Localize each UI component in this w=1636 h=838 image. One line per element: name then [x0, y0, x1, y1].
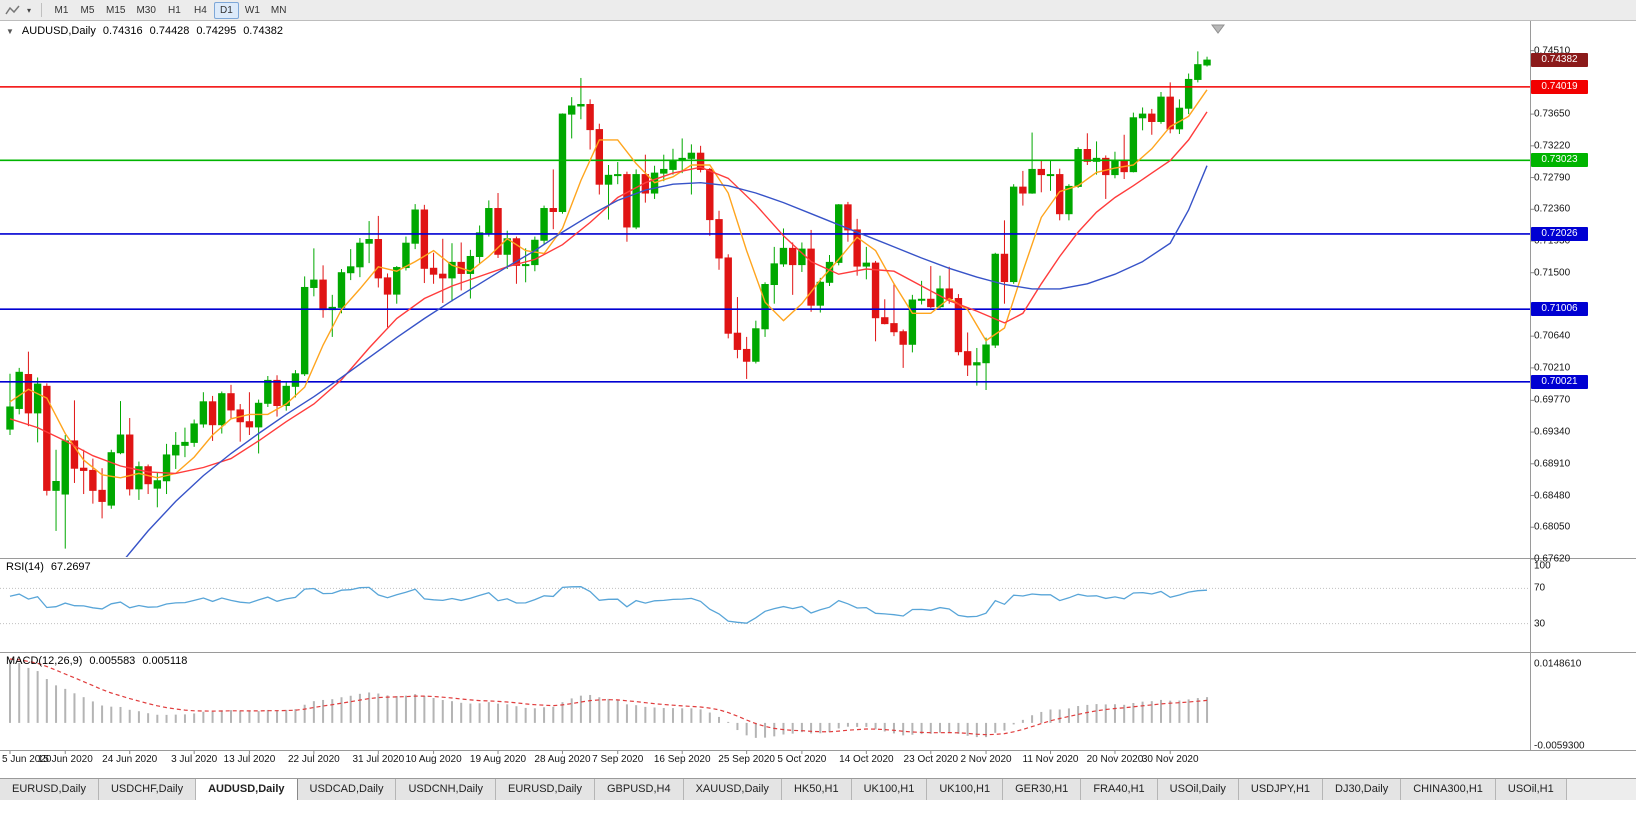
timeframe-button-MN[interactable]: MN: [266, 2, 292, 19]
chart-tab-USDCHF,Daily[interactable]: USDCHF,Daily: [98, 779, 197, 800]
chart-tab-USDCAD,Daily[interactable]: USDCAD,Daily: [297, 779, 397, 800]
ma-slow-line: [125, 165, 1208, 557]
timeframe-button-H1[interactable]: H1: [162, 2, 187, 19]
rsi-header: RSI(14) 67.2697: [6, 561, 91, 573]
timeframe-button-W1[interactable]: W1: [240, 2, 265, 19]
macd-signal-line: [9, 658, 1208, 736]
chart-header: ▼ AUDUSD,Daily 0.74316 0.74428 0.74295 0…: [6, 25, 283, 37]
timeframe-toolbar: ▾ M1 M5 M15 M30 H1 H4 D1 W1 MN: [0, 0, 1636, 21]
ohlc-low: 0.74295: [196, 25, 237, 37]
chart-shift-marker[interactable]: [1211, 24, 1225, 34]
chart-tab-DJ30,Daily[interactable]: DJ30,Daily: [1323, 779, 1402, 800]
timeframe-button-M1[interactable]: M1: [49, 2, 74, 19]
chart-tab-EURUSD,Daily[interactable]: EURUSD,Daily: [496, 779, 595, 800]
timeframe-buttons: M1 M5 M15 M30 H1 H4 D1 W1 MN: [49, 1, 292, 19]
chart-tab-CHINA300,H1[interactable]: CHINA300,H1: [1401, 779, 1496, 800]
macd-main-value: 0.005583: [89, 655, 136, 667]
macd-signal-value: 0.005118: [142, 655, 188, 667]
macd-title: MACD(12,26,9): [6, 655, 83, 667]
timeframe-button-H4[interactable]: H4: [188, 2, 213, 19]
toolbar-separator: [41, 3, 42, 17]
chart-tab-AUDUSD,Daily[interactable]: AUDUSD,Daily: [196, 779, 298, 800]
ohlc-close: 0.74382: [243, 25, 283, 37]
ma-mid-line: [9, 111, 1208, 475]
dropdown-arrow-icon[interactable]: ▾: [26, 5, 31, 15]
timeframe-button-M30[interactable]: M30: [131, 2, 160, 19]
status-area: [0, 800, 1636, 838]
ma-fast-line: [9, 89, 1208, 479]
timeframe-button-D1[interactable]: D1: [213, 1, 239, 19]
rsi-title: RSI(14): [6, 561, 44, 573]
timeframe-button-M15[interactable]: M15: [101, 2, 130, 19]
collapse-arrow-icon[interactable]: ▼: [6, 26, 14, 36]
chart-canvas[interactable]: [0, 0, 1636, 776]
chart-tab-EURUSD,Daily[interactable]: EURUSD,Daily: [0, 779, 99, 800]
chart-tab-GER30,H1[interactable]: GER30,H1: [1003, 779, 1082, 800]
chart-tab-GBPUSD,H4[interactable]: GBPUSD,H4: [595, 779, 684, 800]
macd-header: MACD(12,26,9) 0.005583 0.005118: [6, 655, 187, 667]
rsi-value: 67.2697: [50, 561, 91, 573]
chart-tab-XAUUSD,Daily[interactable]: XAUUSD,Daily: [683, 779, 782, 800]
chart-tab-USDCNH,Daily[interactable]: USDCNH,Daily: [396, 779, 497, 800]
chart-tab-UK100,H1[interactable]: UK100,H1: [851, 779, 928, 800]
ohlc-high: 0.74428: [149, 25, 190, 37]
chart-symbol-label: AUDUSD,Daily: [21, 25, 96, 37]
chart-type-icon[interactable]: [4, 2, 22, 19]
macd-histogram: [9, 659, 1209, 738]
chart-tab-bar: EURUSD,Daily USDCHF,Daily AUDUSD,Daily USDC…: [0, 778, 1636, 800]
chart-tab-USDJPY,H1[interactable]: USDJPY,H1: [1238, 779, 1324, 800]
chart-tab-USOil,Daily[interactable]: USOil,Daily: [1157, 779, 1239, 800]
timeframe-button-M5[interactable]: M5: [75, 2, 100, 19]
chart-tab-HK50,H1[interactable]: HK50,H1: [781, 779, 852, 800]
candles-layer: [6, 51, 1211, 549]
chart-tab-USOil,H1[interactable]: USOil,H1: [1495, 779, 1567, 800]
ohlc-open: 0.74316: [102, 25, 143, 37]
chart-tab-UK100,H1[interactable]: UK100,H1: [927, 779, 1004, 800]
chart-tab-FRA40,H1[interactable]: FRA40,H1: [1081, 779, 1158, 800]
rsi-line: [9, 586, 1208, 624]
